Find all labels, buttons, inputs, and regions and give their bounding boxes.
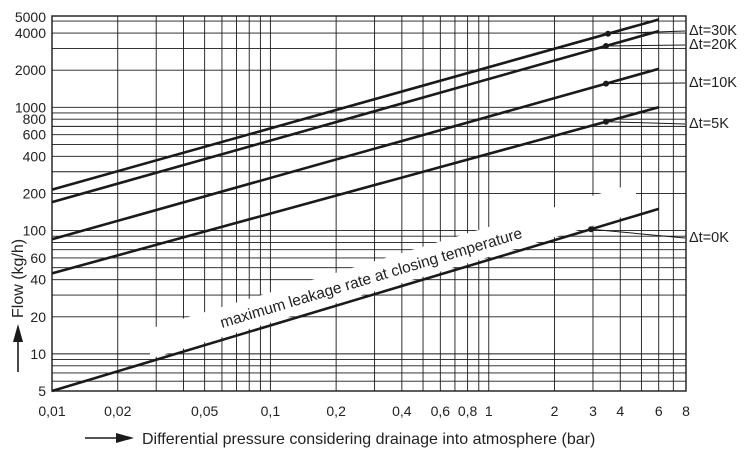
y-axis-label: Flow (kg/h) (10, 239, 27, 318)
x-tick-label: 0,2 (326, 403, 346, 419)
leader-line (607, 30, 686, 35)
y-tick-label: 5 (38, 383, 46, 399)
y-tick-label: 60 (30, 250, 46, 266)
plot-frame (51, 15, 687, 392)
series-line (51, 106, 660, 275)
series-label: Δt=0K (689, 230, 729, 246)
series-line (51, 67, 660, 241)
y-tick-label: 40 (30, 272, 46, 288)
x-tick-label: 0,6 (431, 403, 451, 419)
x-tick-label: 0,01 (38, 403, 65, 419)
y-tick-label: 200 (23, 185, 47, 201)
x-tick-label: 1 (485, 403, 493, 419)
leakage-band (150, 182, 636, 359)
x-tick-label: 0,05 (191, 403, 218, 419)
x-tick-labels: 0,01 0,02 0,05 0,1 0,2 0,4 0,6 0,8 1 2 3 4 6 8 (38, 403, 690, 419)
series-label: Δt=5K (689, 116, 729, 132)
series-label: Δt=30K (689, 23, 737, 39)
x-tick-label: 4 (616, 403, 624, 419)
y-tick-label: 2000 (15, 62, 46, 78)
leader-line (605, 82, 686, 85)
y-tick-label: 4000 (15, 25, 46, 41)
x-tick-label: 0,1 (261, 403, 281, 419)
leader-line (605, 44, 686, 47)
x-tick-label: 2 (551, 403, 559, 419)
series-lines (51, 18, 660, 393)
x-tick-label: 0,02 (104, 403, 131, 419)
series-line (51, 207, 660, 393)
x-axis-label: Differential pressure considering draina… (142, 431, 595, 448)
x-tick-label: 8 (682, 403, 690, 419)
grid-lines (51, 16, 687, 392)
y-tick-label: 100 (23, 223, 47, 239)
y-axis-arrow (13, 324, 23, 372)
series-line (51, 29, 660, 204)
y-tick-label: 5000 (15, 9, 46, 25)
y-tick-label: 600 (23, 127, 47, 143)
y-tick-label: 400 (23, 148, 47, 164)
y-tick-label: 1000 (15, 99, 46, 115)
y-tick-label: 10 (30, 346, 46, 362)
series-label: Δt=10K (689, 75, 737, 91)
x-tick-label: 3 (589, 403, 597, 419)
series-label: Δt=20K (689, 37, 737, 53)
leader-line (605, 121, 686, 125)
x-tick-label: 0,8 (458, 403, 478, 419)
x-tick-label: 6 (655, 403, 663, 419)
y-tick-label: 800 (23, 111, 47, 127)
leakage-band-fill (150, 182, 636, 359)
x-tick-label: 0,4 (392, 403, 412, 419)
x-axis-arrow (85, 433, 134, 443)
series-line (51, 18, 660, 191)
y-tick-label: 20 (30, 309, 46, 325)
leader-line (590, 228, 686, 239)
